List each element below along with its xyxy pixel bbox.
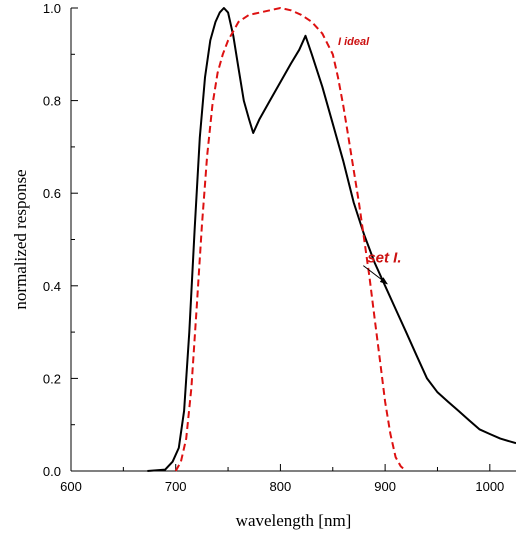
chart-annotations: I ideal set I. (338, 36, 402, 285)
y-tick-label: 0.2 (43, 371, 61, 386)
y-tick-label: 0.0 (43, 464, 61, 479)
x-tick-label: 600 (60, 479, 82, 494)
x-axis-title: wavelength [nm] (236, 511, 352, 530)
y-tick-label: 0.4 (43, 279, 61, 294)
y-axis-title: normalized response (11, 169, 30, 309)
chart-series-layer (147, 7, 516, 472)
y-tick-label: 1.0 (43, 1, 61, 16)
x-tick-label: 1000 (475, 479, 504, 494)
annotation-arrow (363, 265, 388, 285)
series-line-set-i (147, 7, 516, 472)
series-line-i-ideal (174, 7, 407, 472)
x-tick-label: 700 (165, 479, 187, 494)
y-tick-label: 0.6 (43, 186, 61, 201)
x-tick-label: 800 (270, 479, 292, 494)
x-tick-label: 900 (374, 479, 396, 494)
annotation-i-ideal: I ideal (338, 36, 370, 48)
annotation-set-i: set I. (367, 250, 401, 267)
y-tick-label: 0.8 (43, 94, 61, 109)
chart-ticks: 600 700 800 900 1000 0.0 0.2 0.4 0.6 0.8 1.0 (43, 1, 504, 494)
